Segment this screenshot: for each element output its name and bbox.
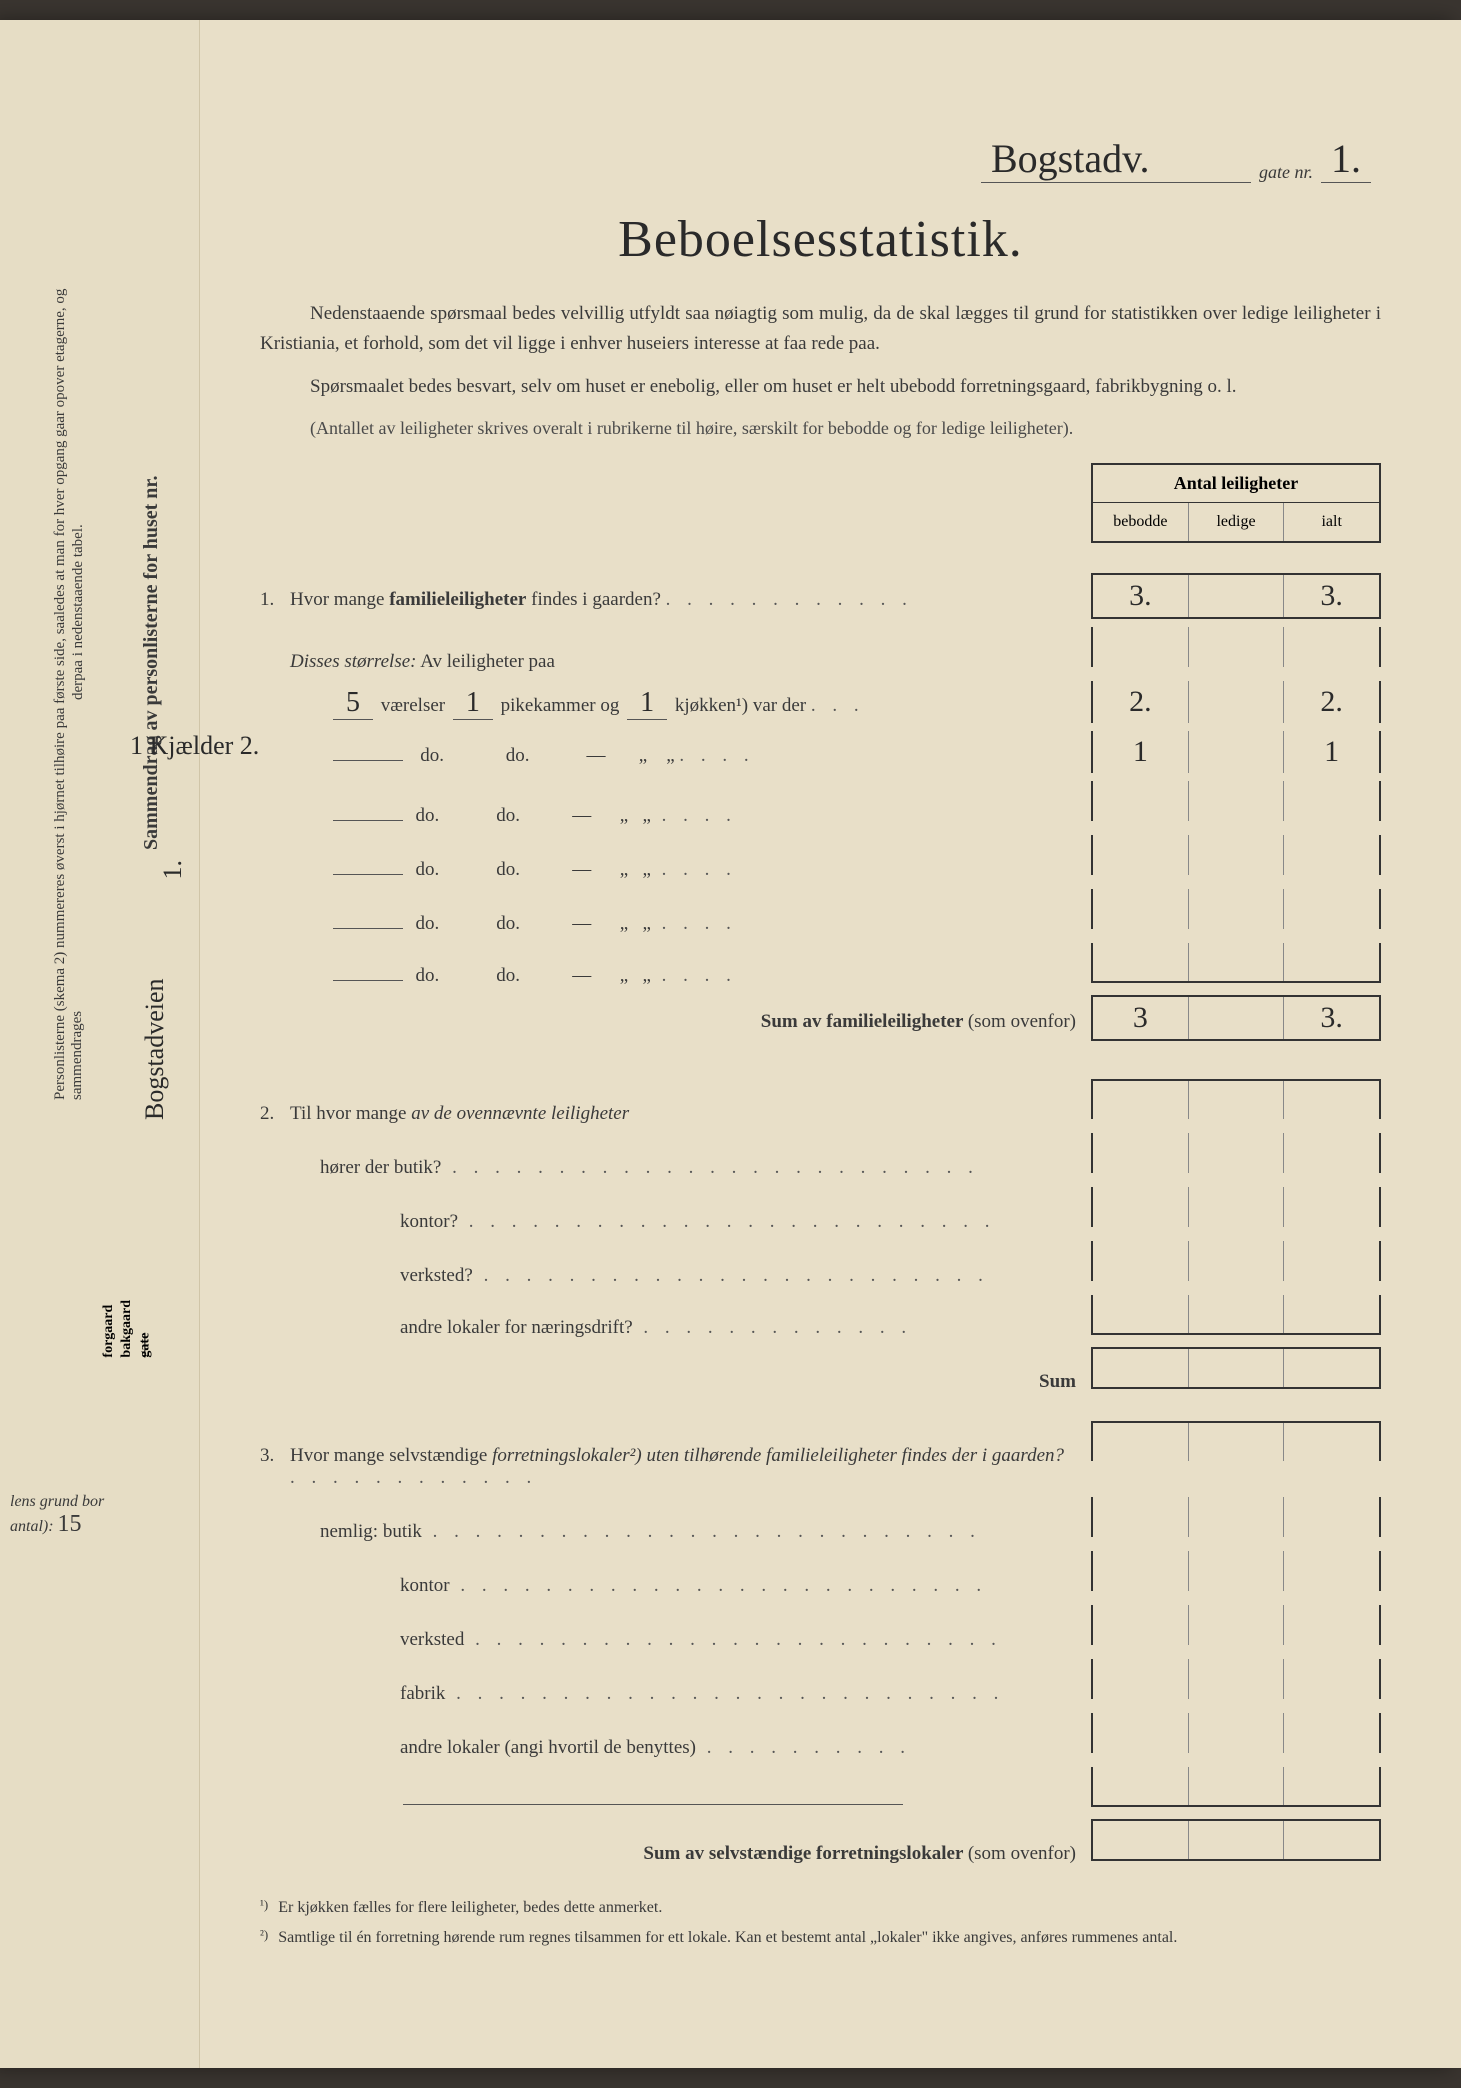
q1-r2-margin-note: 1 Kjælder 2.	[130, 731, 259, 761]
bottom-count: 15	[58, 1511, 82, 1537]
q1-bebodde: 3.	[1093, 575, 1189, 617]
col-ialt: ialt	[1284, 503, 1379, 541]
gate-label: gate nr.	[1259, 162, 1313, 183]
q1-row-6: do. do. — „ „ . . . .	[260, 943, 1381, 987]
q1-sum-c1: 3	[1093, 997, 1189, 1039]
q1-r2-c2	[1189, 731, 1285, 773]
left-sub2: derpaa i nedenstaaende tabel.	[70, 200, 87, 700]
document-title: Beboelsesstatistik.	[260, 210, 1381, 269]
q1-ledige	[1189, 575, 1285, 617]
footnote-2: ²) Samtlige til én forretning hørende ru…	[260, 1925, 1381, 1951]
bakgaard-label: bakgaard	[119, 1300, 134, 1358]
q1-r1-pikekammer: 1	[453, 687, 493, 720]
table-area: Antal leiligheter bebodde ledige ialt 1.…	[260, 463, 1381, 1865]
q1-ialt: 3.	[1284, 575, 1379, 617]
q2-andre: andre lokaler for næringsdrift? . . . . …	[260, 1295, 1381, 1339]
q3-sum: Sum av selvstændige forretningslokaler (…	[260, 1819, 1381, 1865]
q1-r1-kjokken: 1	[627, 687, 667, 720]
q1-r2-c3: 1	[1284, 731, 1379, 773]
main-panel: Bogstadv. gate nr. 1. Beboelsesstatistik…	[200, 20, 1461, 2068]
q1-disse: Disses størrelse: Av leiligheter paa	[260, 627, 1381, 673]
q1-r1-c2	[1189, 681, 1285, 723]
handwritten-house-nr: 1.	[158, 860, 188, 880]
antal-title: Antal leiligheter	[1093, 465, 1379, 503]
gate-struck: gate	[137, 1333, 152, 1358]
q1-r1-c3: 2.	[1284, 681, 1379, 723]
q3-fabrik: fabrik . . . . . . . . . . . . . . . . .…	[260, 1659, 1381, 1705]
q2-main: 2. Til hvor mange av de ovennævnte leili…	[260, 1079, 1381, 1125]
header-line: Bogstadv. gate nr. 1.	[981, 135, 1371, 183]
q3-kontor: kontor . . . . . . . . . . . . . . . . .…	[260, 1551, 1381, 1597]
q1-sum: Sum av familieleiligheter (som ovenfor) …	[260, 995, 1381, 1041]
q1-row-1: 5 værelser 1 pikekammer og 1 kjøkken¹) v…	[260, 681, 1381, 723]
q2-sum: Sum	[260, 1347, 1381, 1393]
q1-row-2: 1 Kjælder 2. do. do. — „ „ . . . .	[260, 731, 1381, 773]
q1-row-3: do. do. — „ „ . . . .	[260, 781, 1381, 827]
q1-num: 1.	[260, 589, 290, 611]
bottom-grund: lens grund bor	[10, 1493, 104, 1510]
col-bebodde: bebodde	[1093, 503, 1189, 541]
q3-verksted: verksted . . . . . . . . . . . . . . . .…	[260, 1605, 1381, 1651]
forgaard-bakgaard: forgaard bakgaard gate	[100, 1300, 155, 1358]
q1-sum-c3: 3.	[1284, 997, 1379, 1039]
q2-verksted: verksted? . . . . . . . . . . . . . . . …	[260, 1241, 1381, 1287]
antal-header: Antal leiligheter bebodde ledige ialt	[1091, 463, 1381, 543]
q1-disse-text: Disses størrelse: Av leiligheter paa	[290, 651, 1091, 673]
questions: 1. Hvor mange familieleiligheter findes …	[260, 463, 1381, 1865]
q3-num: 3.	[260, 1445, 290, 1467]
q2-kontor: kontor? . . . . . . . . . . . . . . . . …	[260, 1187, 1381, 1233]
q3-blank	[260, 1767, 1381, 1811]
footnotes: ¹) Er kjøkken fælles for flere leilighet…	[260, 1895, 1381, 1950]
handwritten-street-left: Bogstadveien	[140, 920, 170, 1120]
bottom-antal: antal):	[10, 1518, 54, 1535]
intro-p3: (Antallet av leiligheter skrives overalt…	[260, 414, 1381, 443]
q1-r2-c1: 1	[1093, 731, 1189, 773]
q2-num: 2.	[260, 1103, 290, 1125]
col-ledige: ledige	[1189, 503, 1285, 541]
intro-p2: Spørsmaalet bedes besvart, selv om huset…	[260, 372, 1381, 402]
left-panel: Sammendrag av personlisterne for huset n…	[0, 20, 200, 2068]
q1-main: 1. Hvor mange familieleiligheter findes …	[260, 573, 1381, 619]
forgaard-label: forgaard	[101, 1305, 116, 1358]
q1-r1-c1: 2.	[1093, 681, 1189, 723]
intro-p1: Nedenstaaende spørsmaal bedes velvillig …	[260, 299, 1381, 360]
q3-andre: andre lokaler (angi hvortil de benyttes)…	[260, 1713, 1381, 1759]
q1-row-4: do. do. — „ „ . . . .	[260, 835, 1381, 881]
q1-text: Hvor mange familieleiligheter findes i g…	[290, 589, 1091, 611]
footnote-1: ¹) Er kjøkken fælles for flere leilighet…	[260, 1895, 1381, 1921]
q3-main: 3. Hvor mange selvstændige forretningslo…	[260, 1421, 1381, 1489]
q1-sum-c2	[1189, 997, 1285, 1039]
gate-number-field: 1.	[1321, 135, 1371, 183]
bottom-note: lens grund bor antal): 15	[10, 1493, 104, 1538]
q1-row-5: do. do. — „ „ . . . .	[260, 889, 1381, 935]
document-page: Sammendrag av personlisterne for huset n…	[0, 20, 1461, 2068]
q2-butik: hører der butik? . . . . . . . . . . . .…	[260, 1133, 1381, 1179]
q1-r1-vaerelser: 5	[333, 687, 373, 720]
street-name-field: Bogstadv.	[981, 135, 1251, 183]
q1-cells: 3. 3.	[1091, 573, 1381, 619]
q3-butik: nemlig: butik . . . . . . . . . . . . . …	[260, 1497, 1381, 1543]
